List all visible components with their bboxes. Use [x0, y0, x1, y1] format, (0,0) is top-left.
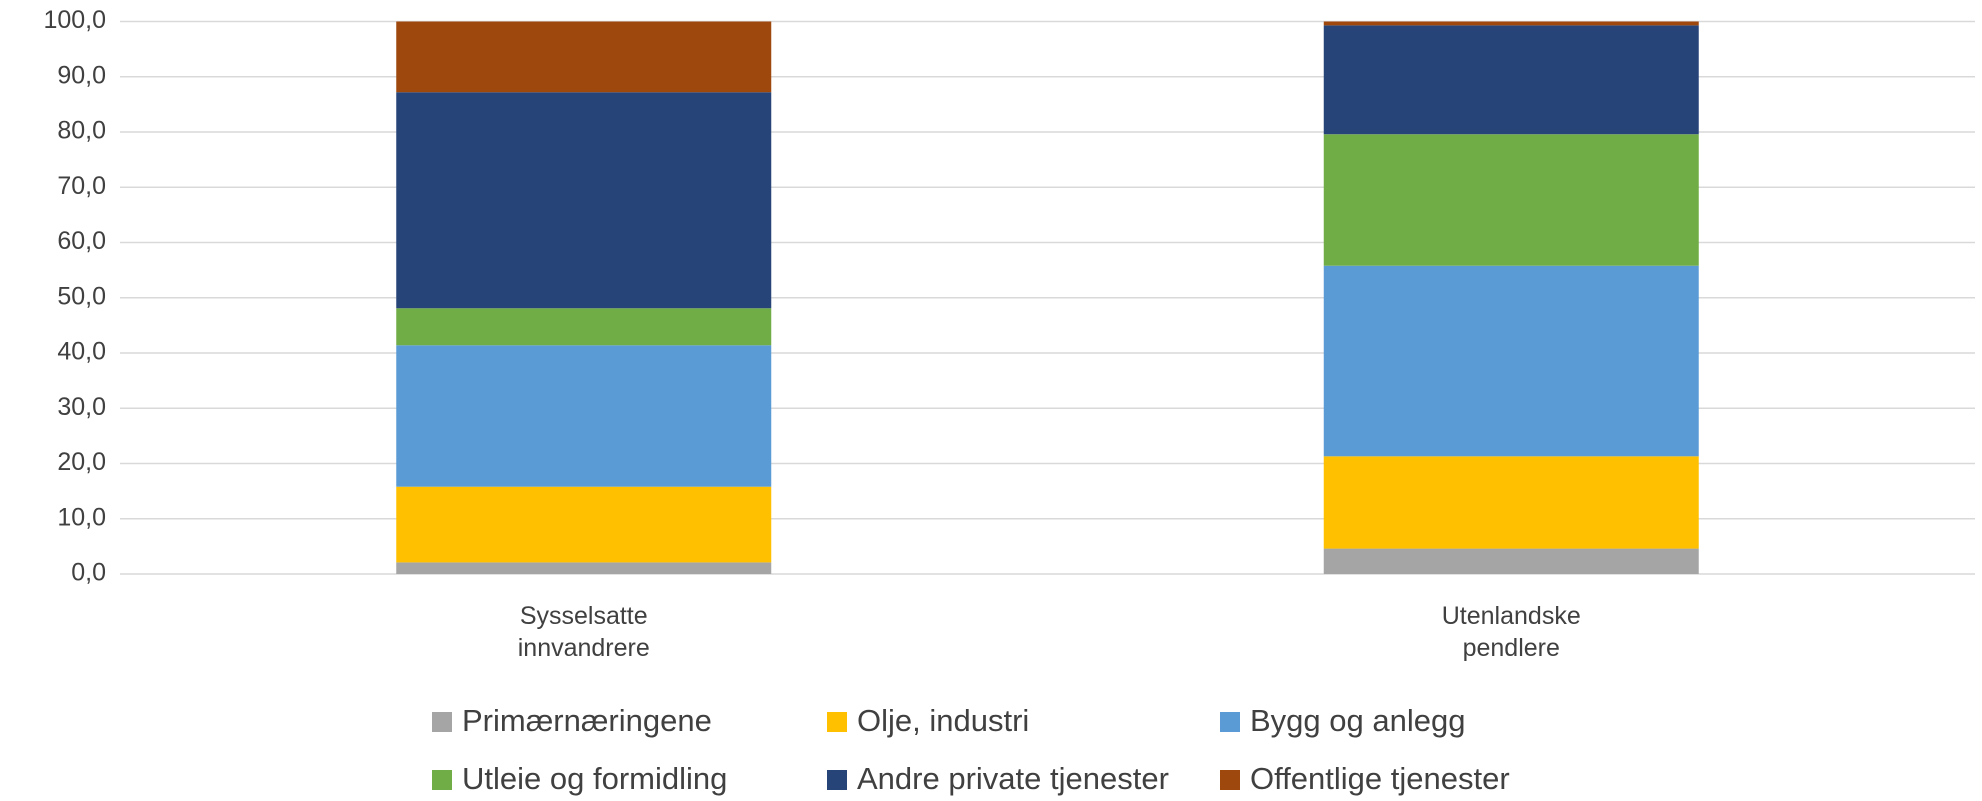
- x-tick-label: Utenlandske pendlere: [1441, 602, 1581, 662]
- legend-swatch: [432, 770, 452, 790]
- y-tick-label: 40,0: [57, 338, 106, 366]
- y-tick-label: 20,0: [57, 448, 106, 476]
- legend-swatch: [1220, 712, 1240, 732]
- legend-swatch: [827, 770, 847, 790]
- legend-swatch: [432, 712, 452, 732]
- y-tick-label: 70,0: [57, 172, 106, 200]
- bar-segment: [396, 486, 772, 563]
- bar-segment: [396, 345, 772, 487]
- legend-swatch: [1220, 770, 1240, 790]
- bar-segment: [1323, 134, 1699, 266]
- y-tick-label: 90,0: [57, 61, 106, 89]
- x-tick-label: Sysselsatte innvandrere: [517, 602, 650, 662]
- y-tick-label: 50,0: [57, 282, 106, 310]
- bar-segment: [1323, 548, 1699, 574]
- y-tick-label: 60,0: [57, 227, 106, 255]
- y-tick-label: 10,0: [57, 503, 106, 531]
- bar-segment: [396, 562, 772, 574]
- y-tick-label: 30,0: [57, 393, 106, 421]
- bar-segment: [396, 21, 772, 93]
- y-tick-label: 0,0: [71, 559, 106, 587]
- bar-segment: [396, 92, 772, 309]
- bar-segment: [1323, 265, 1699, 457]
- legend-label: Olje, industri: [857, 703, 1029, 738]
- bar-segment: [396, 308, 772, 346]
- legend-label: Andre private tjenester: [857, 761, 1169, 796]
- bar-segment: [1323, 21, 1699, 26]
- legend-label: Utleie og formidling: [462, 761, 727, 796]
- y-tick-label: 100,0: [43, 6, 106, 34]
- bar-segment: [1323, 25, 1699, 135]
- legend-label: Primærnæringene: [462, 703, 712, 738]
- y-tick-label: 80,0: [57, 117, 106, 145]
- legend-label: Offentlige tjenester: [1250, 761, 1510, 796]
- legend-label: Bygg og anlegg: [1250, 703, 1465, 738]
- legend-swatch: [827, 712, 847, 732]
- bar-segment: [1323, 456, 1699, 549]
